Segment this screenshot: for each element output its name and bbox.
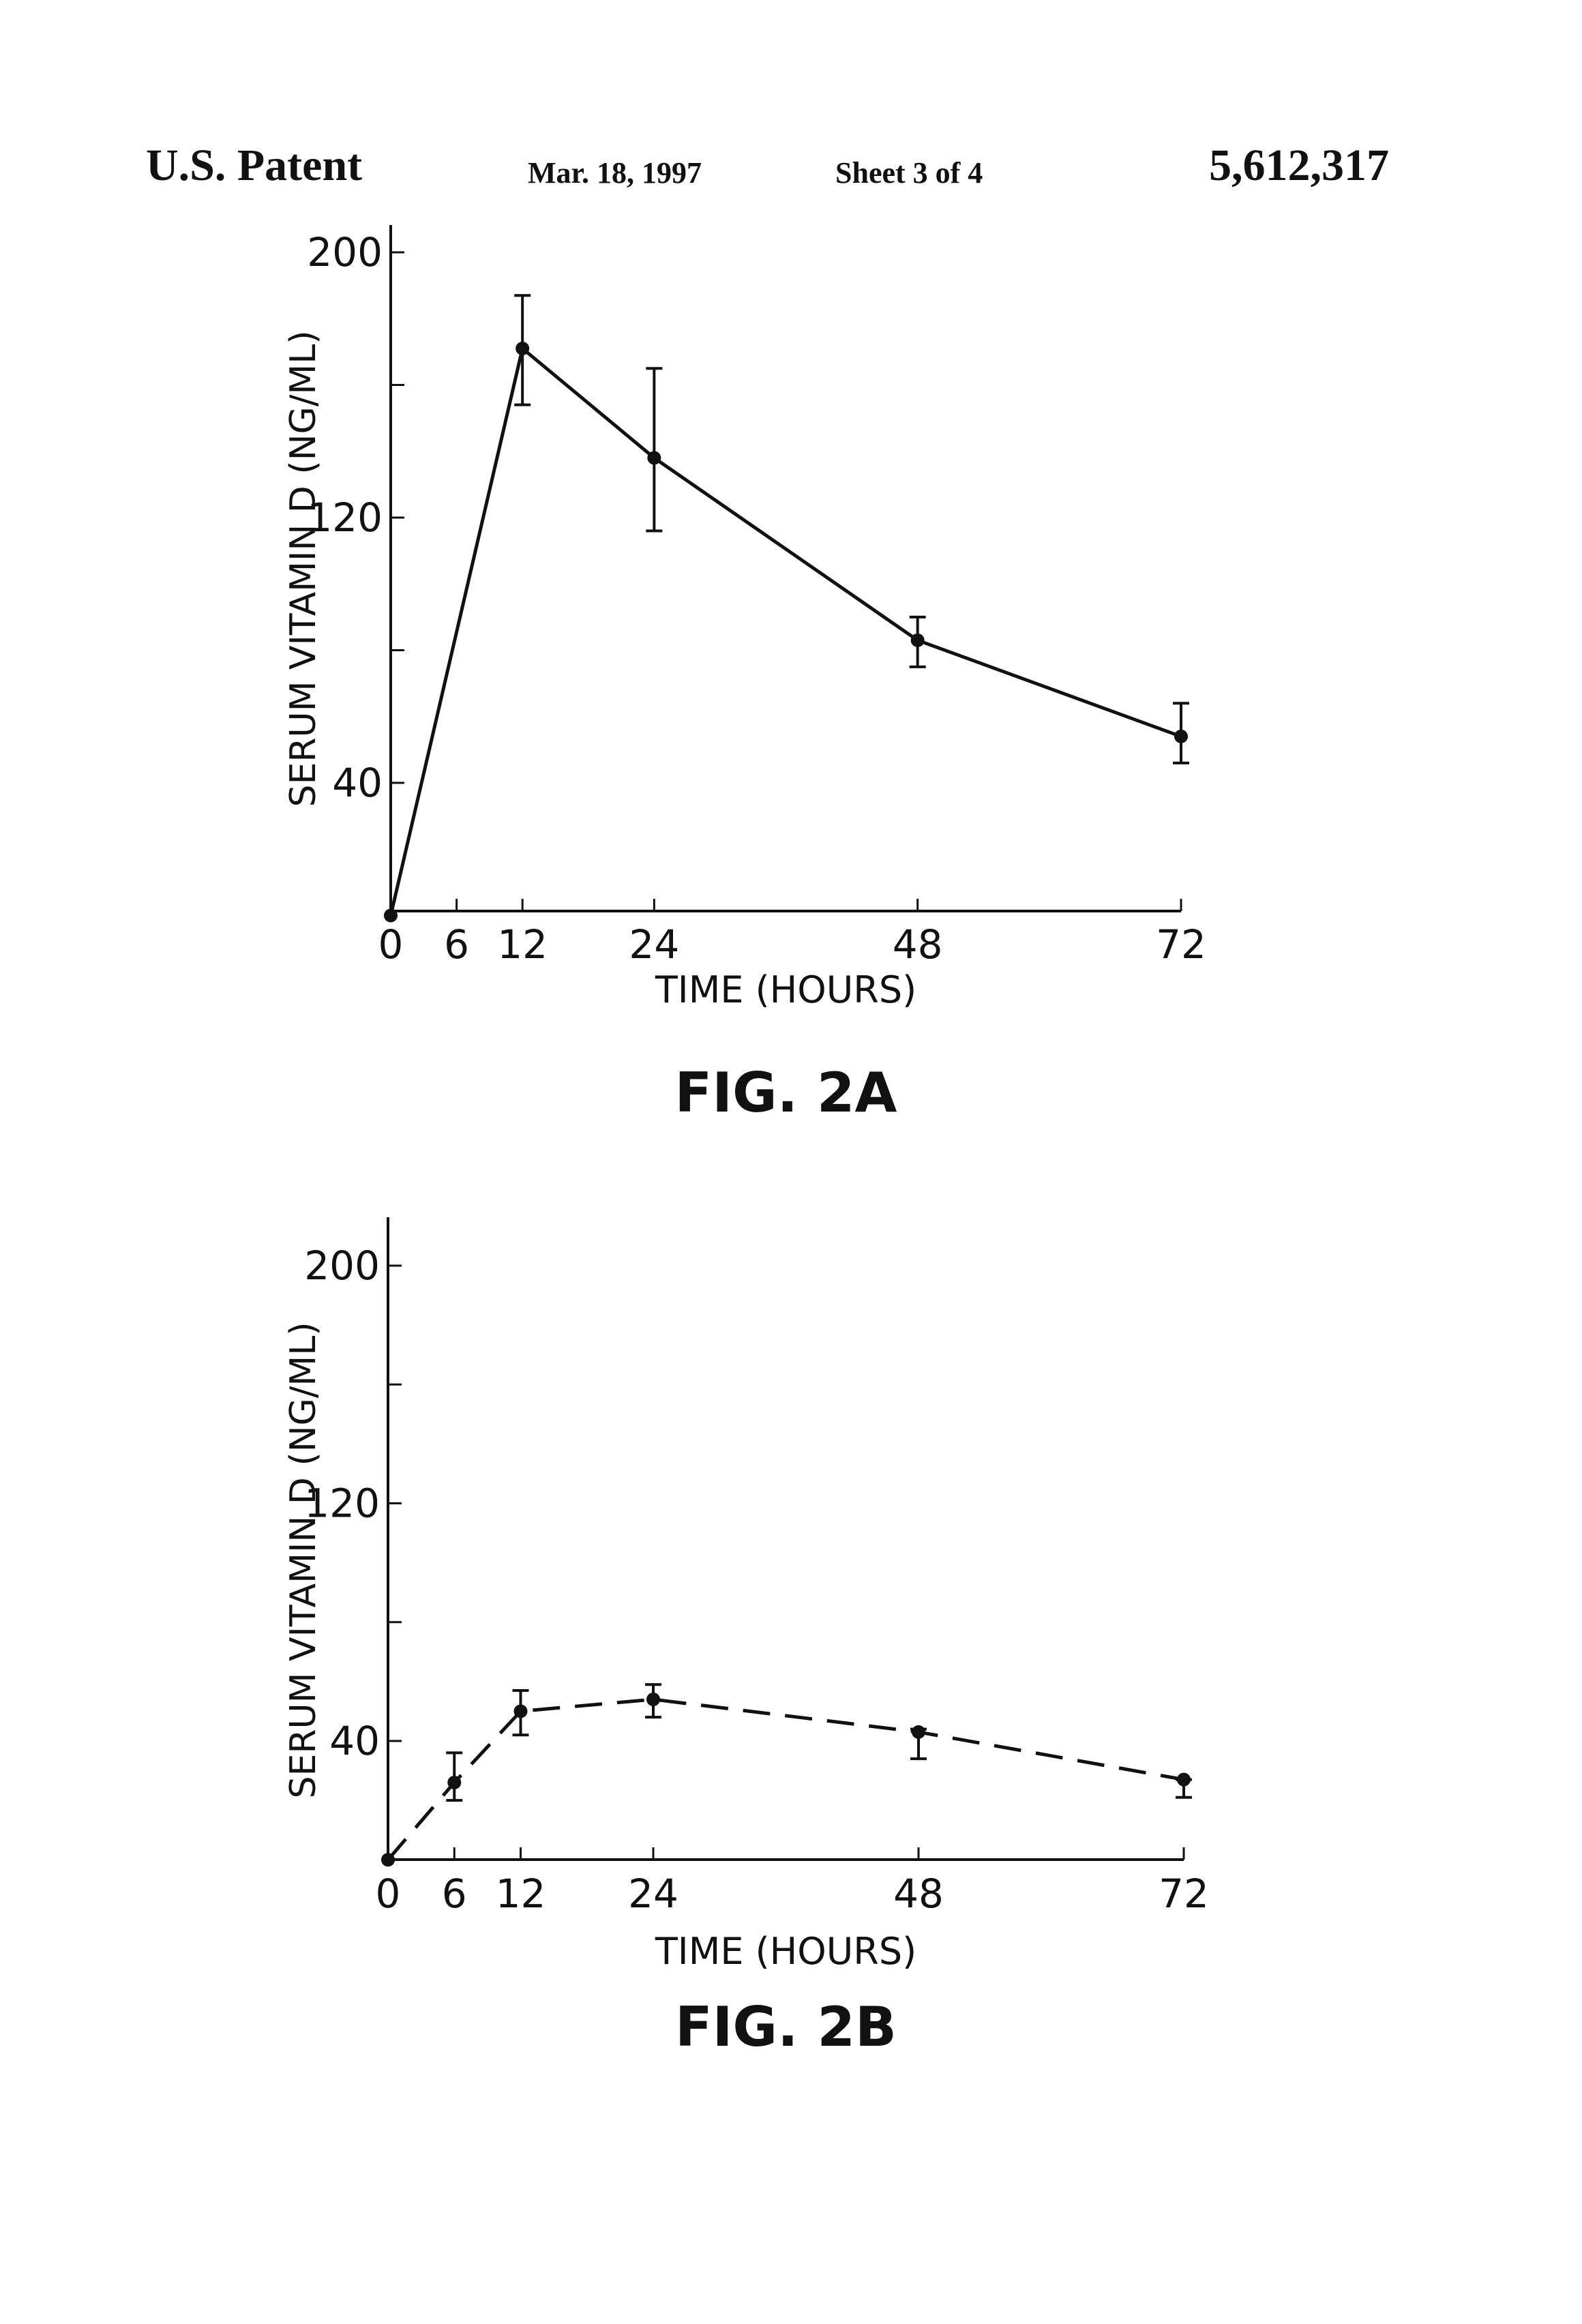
x-tick-label: 48: [893, 921, 943, 968]
x-tick-label: 72: [1159, 1871, 1209, 1917]
x-axis-label: TIME (HOURS): [655, 1930, 916, 1973]
x-tick-label: 24: [629, 921, 679, 968]
x-tick-label: 72: [1156, 921, 1206, 968]
data-point: [447, 1776, 461, 1789]
x-tick-label: 6: [444, 921, 469, 968]
data-point: [1174, 730, 1188, 743]
x-axis-label: TIME (HOURS): [655, 968, 916, 1011]
data-point: [381, 1853, 395, 1866]
figure-2b: 401202000612244872TIME (HOURS)SERUM VITA…: [283, 1217, 1209, 2059]
x-tick-label: 0: [376, 1871, 401, 1917]
y-tick-label: 200: [304, 1242, 380, 1289]
data-point: [647, 451, 661, 464]
figures: 401202000612244872TIME (HOURS)SERUM VITA…: [0, 0, 1582, 2324]
series-line: [391, 348, 1181, 915]
y-tick-label: 40: [329, 1718, 380, 1764]
x-tick-label: 12: [496, 1871, 546, 1917]
data-point: [384, 909, 398, 923]
x-tick-label: 0: [378, 921, 404, 968]
series-line: [388, 1699, 1184, 1860]
data-point: [1177, 1773, 1191, 1787]
data-point: [516, 342, 529, 355]
figure-title: FIG. 2B: [675, 1995, 897, 2059]
y-tick-label: 200: [307, 229, 383, 275]
x-tick-label: 12: [497, 921, 548, 968]
data-point: [514, 1704, 528, 1718]
figure-title: FIG. 2A: [675, 1061, 897, 1124]
x-tick-label: 24: [628, 1871, 678, 1917]
data-point: [912, 1725, 925, 1739]
y-axis-label: SERUM VITAMIN D (NG/ML): [283, 331, 324, 807]
data-point: [646, 1693, 660, 1706]
y-tick-label: 40: [332, 760, 383, 806]
x-tick-label: 6: [442, 1871, 467, 1917]
x-tick-label: 48: [893, 1871, 944, 1917]
figure-2a: 401202000612244872TIME (HOURS)SERUM VITA…: [283, 225, 1206, 1124]
y-axis-label: SERUM VITAMIN D (NG/ML): [283, 1322, 324, 1799]
data-point: [911, 634, 925, 647]
